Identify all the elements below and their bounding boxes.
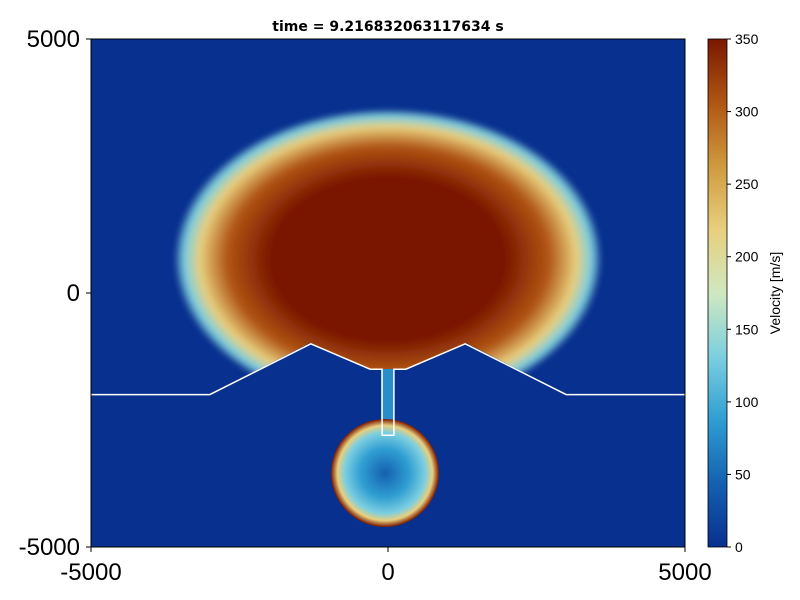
- colorbar-tick-label: 300: [735, 104, 759, 120]
- x-axis: -5000 0 5000: [60, 547, 712, 586]
- plot-area: [90, 38, 686, 548]
- boundary-line: [91, 342, 685, 436]
- y-axis: -5000 0 5000: [19, 26, 91, 561]
- y-tick-label: 5000: [27, 26, 80, 53]
- colorbar-ticks: 0 50 100 150 200 250 300 350: [727, 31, 759, 555]
- colorbar: 0 50 100 150 200 250 300 350 Velocity [m/s]: [707, 31, 783, 555]
- colorbar-label: Velocity [m/s]: [767, 252, 783, 334]
- colorbar-tick-label: 100: [735, 394, 759, 410]
- colorbar-tick-label: 0: [735, 539, 743, 555]
- x-tick-label: 5000: [658, 559, 711, 586]
- chart-title: time = 9.216832063117634 s: [272, 19, 503, 35]
- colorbar-tick-label: 200: [735, 249, 759, 265]
- x-tick-label: 0: [381, 559, 394, 586]
- y-tick-label: 0: [67, 280, 80, 307]
- colorbar-tick-label: 50: [735, 466, 751, 482]
- x-tick-label: -5000: [60, 559, 121, 586]
- lower-chamber: [331, 419, 439, 527]
- colorbar-tick-label: 150: [735, 321, 759, 337]
- colorbar-gradient: [707, 38, 728, 548]
- y-tick-label: -5000: [19, 534, 80, 561]
- upper-plume: [174, 109, 602, 409]
- conduit: [381, 369, 394, 435]
- colorbar-tick-label: 250: [735, 176, 759, 192]
- colorbar-tick-label: 350: [735, 31, 759, 47]
